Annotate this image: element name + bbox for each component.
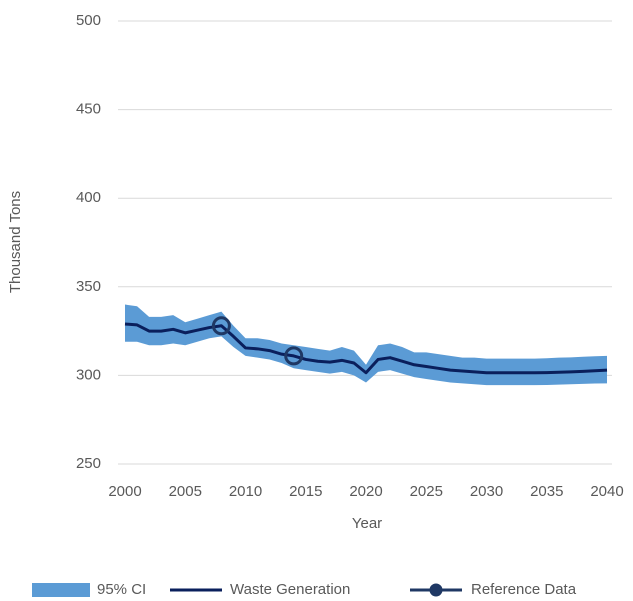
x-axis-label: Year: [352, 515, 382, 532]
y-tick-label: 450: [76, 101, 101, 118]
y-tick-label: 300: [76, 366, 101, 383]
y-tick-label: 400: [76, 189, 101, 206]
reference-marker: [211, 316, 231, 336]
line: [124, 322, 608, 375]
y-tick-label: 250: [76, 455, 101, 472]
legend-label: 95% CI: [97, 581, 146, 598]
legend-label: Waste Generation: [230, 581, 350, 598]
x-tick-label: 2000: [108, 483, 141, 500]
x-tick-label: 2030: [470, 483, 503, 500]
x-tick-label: 2010: [229, 483, 262, 500]
legend-label: Reference Data: [471, 581, 577, 598]
x-tick-label: 2035: [530, 483, 563, 500]
x-tick-label: 2015: [289, 483, 322, 500]
y-axis-label: Thousand Tons: [7, 191, 24, 293]
y-tick-label: 500: [76, 12, 101, 29]
reference-marker: [284, 346, 304, 366]
x-tick-label: 2040: [590, 483, 623, 500]
y-tick-label: 350: [76, 278, 101, 295]
legend-swatch: [32, 583, 90, 597]
ci-band: [125, 304, 607, 386]
x-tick-label: 2025: [410, 483, 443, 500]
x-tick-label: 2005: [169, 483, 202, 500]
legend-swatch: [429, 583, 443, 597]
x-tick-label: 2020: [349, 483, 382, 500]
